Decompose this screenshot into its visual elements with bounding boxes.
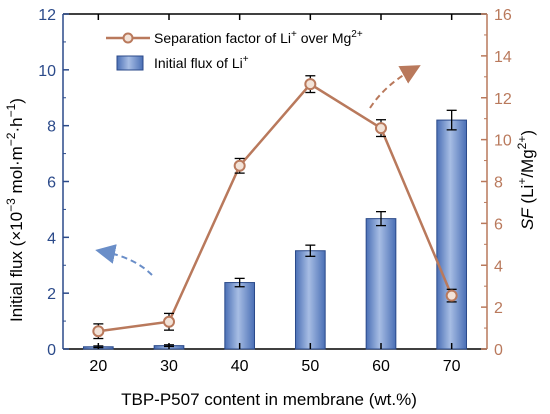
axis-pointer-arrows <box>95 65 421 276</box>
axis-ticks: 0 2 4 6 8 10 12 0 2 4 6 8 10 12 14 16 20 30 40 50 60 70 <box>38 7 512 375</box>
y-right-label-rest1: (Li <box>518 185 537 209</box>
legend-bar-sup-a: + <box>243 54 249 65</box>
y-left-tick-label: 12 <box>38 7 56 24</box>
y-axis-left-label: Initial flux (×10−3 mol·m−2·h−1) <box>4 98 26 322</box>
y-left-tick-label: 2 <box>47 286 56 303</box>
arrow-to-left-axis <box>95 244 153 276</box>
legend-line-sup-b: 2+ <box>351 29 363 40</box>
line-path <box>98 82 453 333</box>
y-right-tick-label: 14 <box>494 49 512 66</box>
x-tick-label: 70 <box>443 358 461 375</box>
y-axis-right-label: SF (Li+/Mg2+) <box>515 130 537 230</box>
x-tick-label: 30 <box>160 358 178 375</box>
line-point <box>163 315 175 328</box>
legend-line-label-a: Separation factor of Li <box>154 30 291 46</box>
x-tick-label: 50 <box>301 358 319 375</box>
legend-bar-label: Initial flux of Li+ <box>154 54 249 71</box>
x-axis-label: TBP-P507 content in membrane (wt.%) <box>121 390 417 409</box>
line-series <box>92 75 458 340</box>
y-left-label-exp1: −3 <box>4 198 18 212</box>
line-point <box>375 122 387 135</box>
x-tick-label: 60 <box>372 358 390 375</box>
x-tick-label: 40 <box>231 358 249 375</box>
y-left-label-mid: mol·m <box>7 146 26 198</box>
y-right-tick-label: 0 <box>494 342 503 359</box>
y-left-tick-label: 10 <box>38 63 56 80</box>
y-left-label-exp2: −2 <box>4 132 18 146</box>
line-point <box>445 289 458 302</box>
y-right-tick-label: 16 <box>494 7 512 24</box>
y-left-label-exp3: −1 <box>4 103 18 117</box>
legend-line-marker <box>122 32 134 44</box>
arrow-to-right-axis <box>369 65 421 109</box>
y-right-tick-label: 10 <box>494 133 512 150</box>
y-right-tick-label: 6 <box>494 216 503 233</box>
line-point <box>233 159 246 172</box>
y-left-label-mid2: ·h <box>7 117 26 132</box>
y-right-label-italic: SF <box>518 207 537 230</box>
y-right-tick-label: 4 <box>494 258 503 275</box>
y-left-tick-label: 8 <box>47 119 56 136</box>
legend-line-sup-a: + <box>291 29 297 40</box>
y-right-tick-label: 12 <box>494 91 512 108</box>
y-right-tick-label: 8 <box>494 175 503 192</box>
y-right-label-rest2: /Mg <box>518 149 537 177</box>
bar <box>365 218 397 350</box>
legend-bar-label-a: Initial flux of Li <box>154 55 243 71</box>
y-right-label-sup2: 2+ <box>515 136 529 150</box>
legend-line-label: Separation factor of Li+ over Mg2+ <box>154 29 363 46</box>
line-point <box>304 78 317 91</box>
bar <box>436 119 468 350</box>
line-point <box>92 325 105 338</box>
y-left-tick-label: 6 <box>47 175 56 192</box>
bar-series <box>82 109 468 350</box>
bar <box>294 250 326 350</box>
y-left-label-unit: (×10 <box>7 212 26 247</box>
y-left-label-end: ) <box>7 98 26 104</box>
y-right-label-rest3: ) <box>518 130 537 136</box>
x-tick-label: 20 <box>89 358 107 375</box>
y-right-label-sup1: + <box>515 178 529 185</box>
legend-bar-swatch <box>116 55 144 71</box>
bar <box>224 282 256 350</box>
y-left-tick-label: 4 <box>47 230 56 247</box>
y-left-label-plain: Initial flux <box>7 251 26 322</box>
y-right-tick-label: 2 <box>494 300 503 317</box>
legend-line-label-b: over Mg <box>297 30 351 46</box>
legend: Separation factor of Li+ over Mg2+ Initi… <box>106 29 363 71</box>
y-left-tick-label: 0 <box>47 342 56 359</box>
